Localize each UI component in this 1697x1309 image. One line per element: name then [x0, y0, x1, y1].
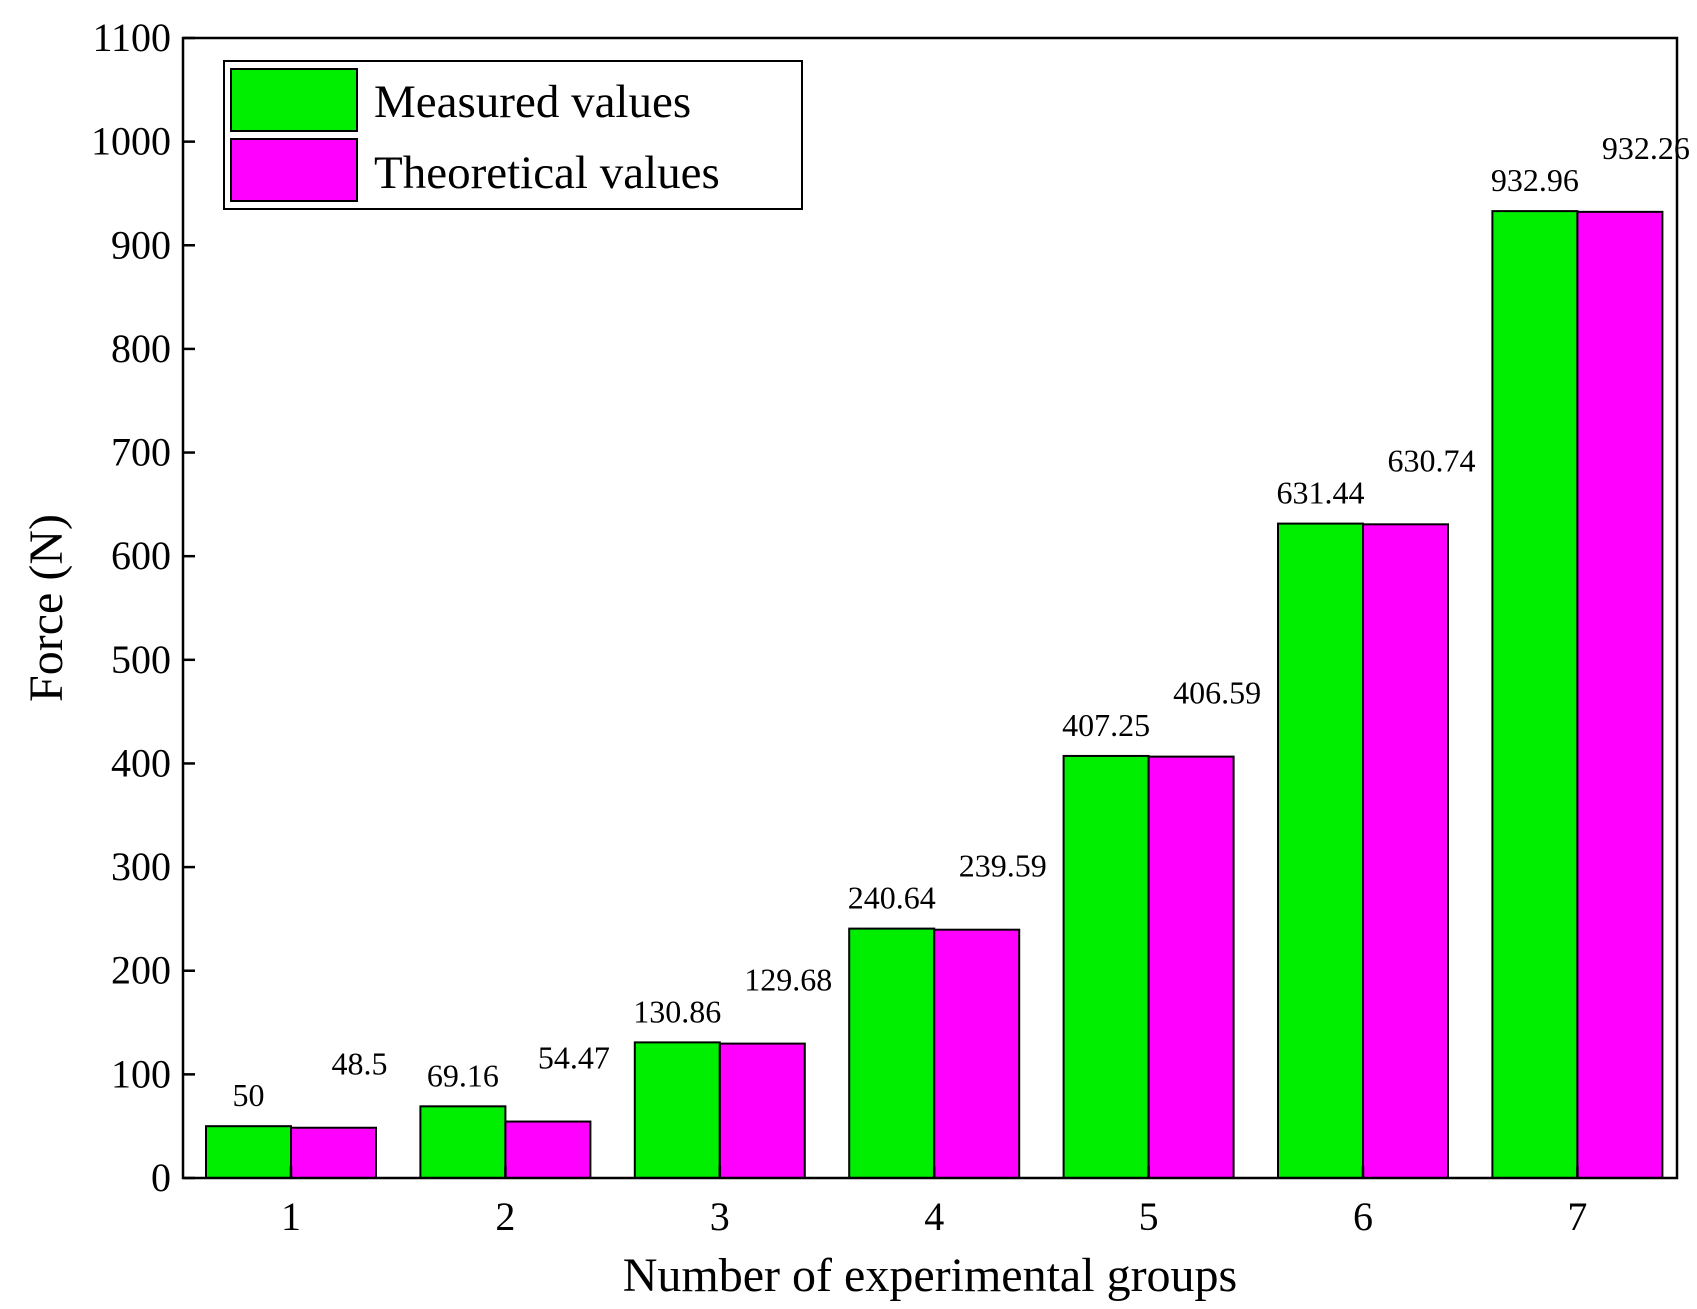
data-label-measured: 130.86 [633, 993, 721, 1029]
x-tick-label: 5 [1139, 1194, 1159, 1239]
y-tick-label: 1100 [92, 15, 171, 60]
y-tick-label: 900 [111, 222, 171, 267]
bar-measured [848, 927, 936, 1179]
x-tick-label: 1 [281, 1194, 301, 1239]
y-tick-label: 100 [111, 1051, 171, 1096]
bar-theoretical [290, 1126, 377, 1179]
data-label-theoretical: 406.59 [1173, 675, 1261, 711]
y-tick-label: 500 [111, 637, 171, 682]
y-tick-label: 600 [111, 533, 171, 578]
y-axis-title: Force (N) [20, 514, 73, 702]
x-tick-label: 7 [1567, 1194, 1587, 1239]
legend-label-theoretical: Theoretical values [374, 147, 720, 199]
bar-theoretical [1576, 210, 1664, 1179]
data-label-theoretical: 932.26 [1602, 130, 1690, 166]
data-label-measured: 407.25 [1062, 707, 1150, 743]
bar-measured [205, 1125, 292, 1179]
bar-theoretical [1362, 523, 1449, 1179]
bars-layer [205, 210, 1664, 1180]
data-labels-layer: 50 48.5 69.16 54.47 130.86 129.68 240.64 239.59… [233, 130, 1690, 1113]
legend: Measured values Theoretical values [223, 60, 803, 210]
bar-theoretical [933, 928, 1021, 1179]
bar-measured [1491, 210, 1579, 1179]
y-tick-label: 200 [111, 948, 171, 993]
y-tick-label: 1000 [91, 119, 171, 164]
bar-measured [1277, 522, 1364, 1179]
bar-measured [419, 1105, 507, 1179]
data-label-theoretical: 54.47 [538, 1040, 610, 1076]
legend-swatch-measured [230, 68, 358, 132]
y-tick-label: 400 [111, 740, 171, 785]
data-label-theoretical: 129.68 [744, 962, 832, 998]
x-axis-title: Number of experimental groups [623, 1249, 1237, 1302]
y-tick-label: 0 [151, 1155, 171, 1200]
data-label-theoretical: 239.59 [959, 848, 1047, 884]
x-tick-label: 2 [495, 1194, 515, 1239]
bar-measured [1062, 754, 1150, 1179]
data-label-measured: 240.64 [848, 880, 936, 916]
bar-theoretical [504, 1120, 592, 1180]
data-label-measured: 932.96 [1491, 162, 1579, 198]
data-label-theoretical: 630.74 [1388, 442, 1476, 478]
bar-theoretical [718, 1042, 806, 1179]
bar-measured [633, 1041, 721, 1180]
x-tick-label: 3 [710, 1194, 730, 1239]
bar-theoretical [1147, 755, 1235, 1180]
x-tick-label: 6 [1353, 1194, 1373, 1239]
legend-swatch-theoretical [230, 138, 358, 202]
legend-label-measured: Measured values [374, 76, 691, 128]
y-axis-ticks: 0 100 200 300 400 500 600 700 800 900 1000 1100 [91, 15, 195, 1200]
y-tick-label: 700 [111, 430, 171, 475]
x-tick-label: 4 [924, 1194, 944, 1239]
plot-frame [181, 36, 1679, 1180]
y-tick-label: 300 [111, 844, 171, 889]
data-label-measured: 69.16 [427, 1057, 499, 1093]
data-label-measured: 631.44 [1277, 475, 1365, 511]
data-label-theoretical: 48.5 [332, 1046, 388, 1082]
y-tick-label: 800 [111, 326, 171, 371]
data-label-measured: 50 [233, 1077, 265, 1113]
x-axis-ticks: 1 2 3 4 5 6 7 [281, 1166, 1587, 1239]
